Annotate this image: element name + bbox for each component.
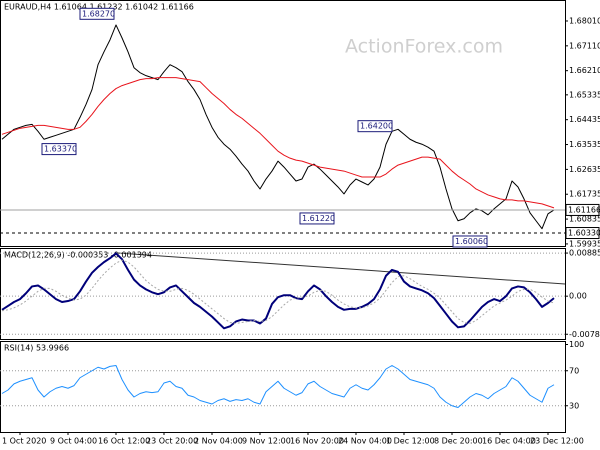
macd-panel [0, 248, 566, 340]
y-tick-label: 1.60835 [569, 215, 600, 224]
y-tick-label: 1.62635 [569, 165, 600, 174]
panel-title: MACD(12,26,9) -0.000353 -0.001394 [4, 251, 152, 260]
series-line [1, 24, 555, 230]
annotation-label: 1.63370 [44, 145, 77, 154]
x-tick-label: 2 Nov 04:00 [194, 437, 243, 446]
x-tick-label: 8 Dec 20:00 [434, 437, 483, 446]
x-tick-label: 16 Oct 12:00 [98, 437, 150, 446]
annotation-label: 1.68270 [82, 9, 115, 18]
y-tick-label: 1.66210 [569, 66, 600, 75]
y-tick-label: 1.64435 [569, 115, 600, 124]
x-tick-label: 24 Nov 04:00 [338, 437, 392, 446]
price-label: 1.61166 [568, 205, 600, 214]
annotation-box [357, 120, 393, 133]
y-tick-label: 1.59935 [569, 239, 600, 248]
y-tick-label: -0.007826 [569, 330, 600, 339]
y-tick-label: 1.63535 [569, 140, 600, 149]
y-tick-label: 1.61735 [569, 190, 600, 199]
x-tick-label: 16 Dec 04:00 [482, 437, 536, 446]
y-tick-label: 1.68010 [569, 16, 600, 25]
annotation-label: 1.60060 [455, 237, 488, 246]
y-tick-label: 70 [569, 366, 579, 375]
watermark: ActionForex.com [345, 36, 503, 58]
y-tick-label: 1.67110 [569, 41, 600, 50]
x-tick-label: 9 Nov 12:00 [242, 437, 291, 446]
panel-title: EURAUD,H4 1.61064 1.61232 1.61042 1.6116… [4, 3, 194, 12]
x-tick-label: 1 Dec 12:00 [386, 437, 435, 446]
x-tick-label: 9 Oct 04:00 [50, 437, 97, 446]
x-tick-label: 23 Oct 20:00 [146, 437, 198, 446]
y-tick-label: 100 [569, 340, 584, 349]
trend-line [117, 252, 566, 285]
x-tick-label: 1 Oct 2020 [2, 437, 46, 446]
rsi-panel [0, 341, 566, 433]
series-line [1, 365, 555, 408]
price-label-box [565, 227, 600, 240]
y-tick-label: 30 [569, 401, 579, 410]
y-tick-label: 1.65335 [569, 90, 600, 99]
series-line [1, 259, 555, 324]
annotation-label: 1.64200 [360, 122, 393, 131]
panel-title: RSI(14) 53.9966 [4, 344, 69, 353]
annotation-box [299, 212, 335, 225]
price-label: 1.60330 [568, 229, 600, 238]
price-panel [0, 0, 566, 247]
y-tick-label: 0.008859 [569, 249, 600, 258]
x-tick-label: 16 Nov 20:00 [290, 437, 344, 446]
annotation-box [41, 143, 77, 156]
series-line [1, 77, 555, 209]
annotation-label: 1.61220 [302, 214, 335, 223]
annotation-box [452, 235, 488, 248]
price-label-box [565, 203, 600, 216]
series-line [1, 252, 555, 330]
x-tick-label: 23 Dec 12:00 [530, 437, 584, 446]
y-tick-label: 0.00 [569, 292, 587, 301]
annotation-box [79, 7, 115, 20]
